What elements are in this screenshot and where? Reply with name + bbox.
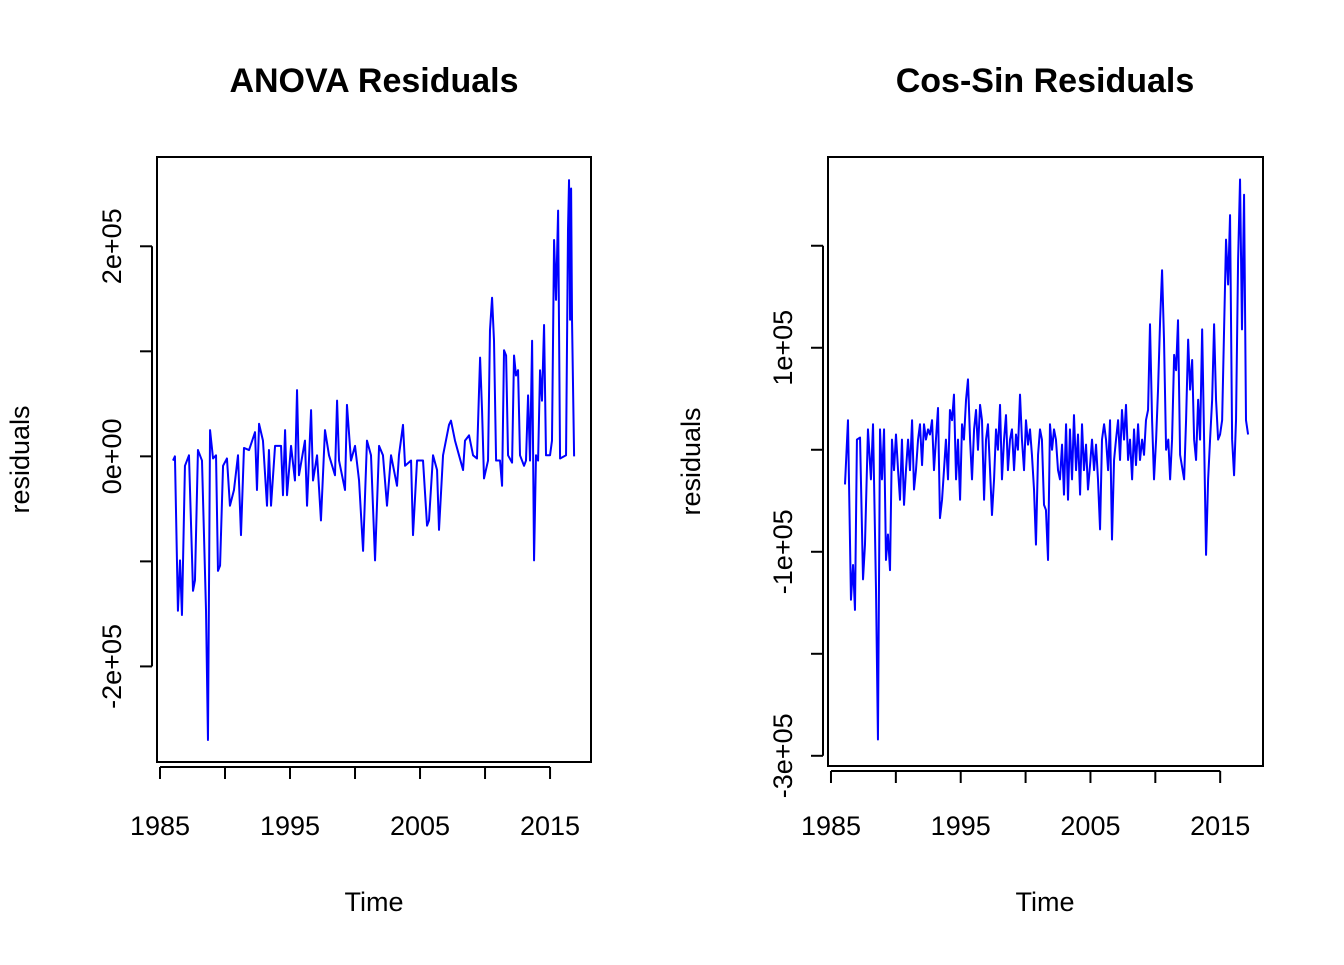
x-tick-label: 1985	[130, 811, 190, 841]
y-tick-label: -2e+05	[97, 624, 127, 709]
chart-title: ANOVA Residuals	[229, 62, 518, 100]
residual-line	[844, 178, 1250, 741]
x-tick-label: 2015	[520, 811, 580, 841]
y-tick-label: 0e+00	[97, 418, 127, 494]
chart-title: Cos-Sin Residuals	[896, 62, 1195, 100]
x-tick-label: 2015	[1190, 811, 1250, 841]
plot-frame	[156, 156, 592, 763]
x-tick-label: 1995	[931, 811, 991, 841]
y-tick-label: 2e+05	[97, 208, 127, 284]
x-axis-label: Time	[345, 887, 404, 917]
plot-frame	[827, 156, 1264, 767]
x-tick-label: 1995	[260, 811, 320, 841]
y-axis-label: residuals	[5, 405, 35, 513]
y-tick-label: -1e+05	[768, 509, 798, 594]
y-axis-label: residuals	[676, 407, 706, 515]
residual-line	[172, 179, 576, 741]
y-tick-label: 1e+05	[768, 310, 798, 386]
x-tick-label: 2005	[390, 811, 450, 841]
x-axis-label: Time	[1016, 887, 1075, 917]
y-tick-label: -3e+05	[768, 713, 798, 798]
x-tick-label: 1985	[801, 811, 861, 841]
x-tick-label: 2005	[1060, 811, 1120, 841]
